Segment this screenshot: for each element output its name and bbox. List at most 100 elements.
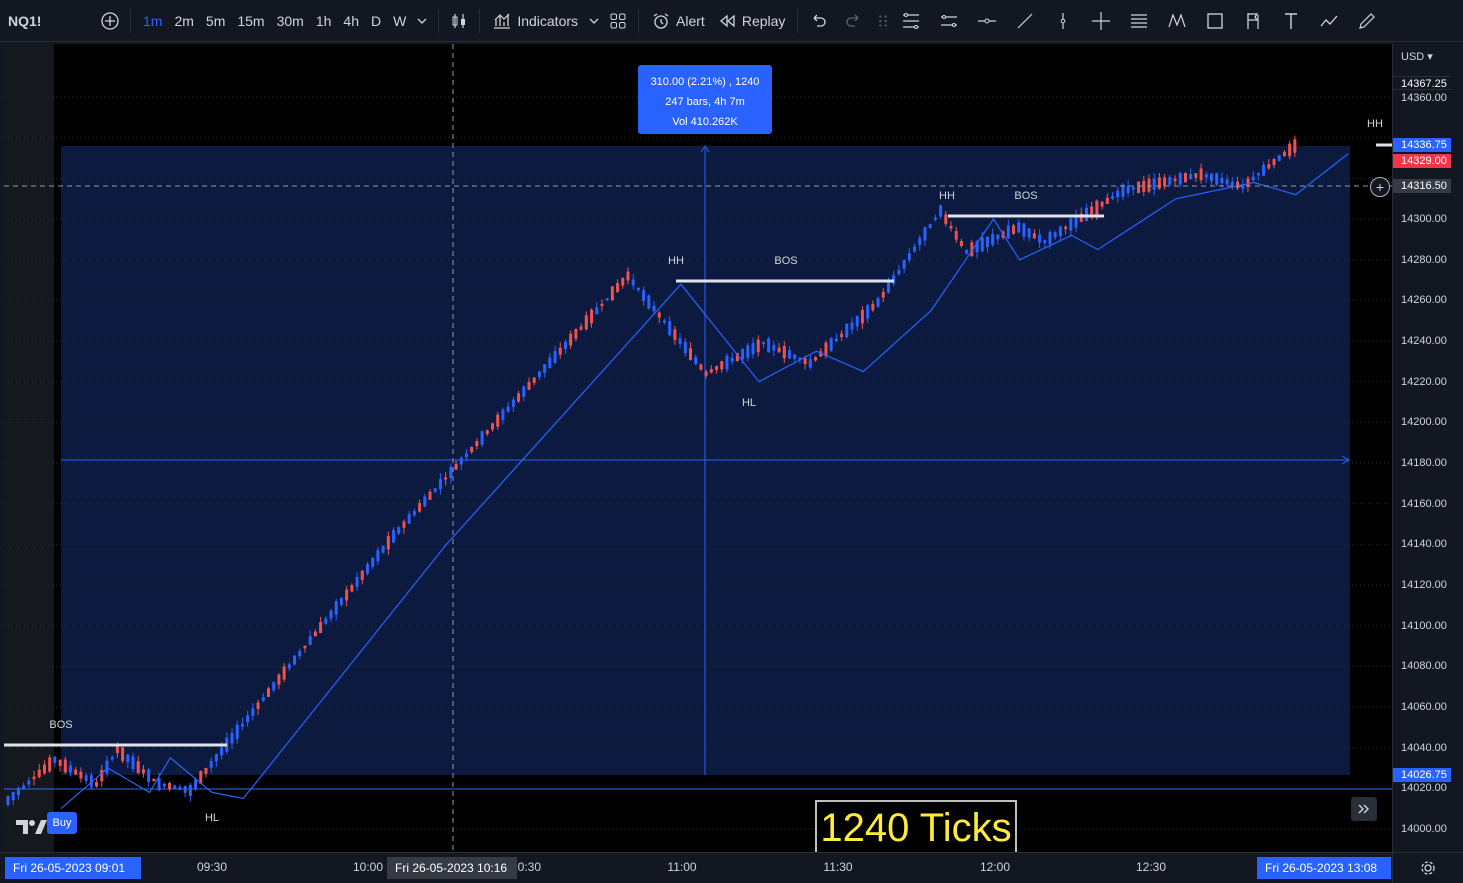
price-label: 14060.00	[1401, 701, 1447, 713]
candle-body	[933, 217, 937, 220]
candle-body	[761, 342, 765, 345]
time-label: 11:00	[667, 860, 697, 874]
undo-icon[interactable]	[804, 0, 832, 42]
candle-body	[626, 271, 630, 281]
interval-1m[interactable]: 1m	[143, 12, 163, 29]
candle-body	[537, 371, 541, 378]
chevron-down-icon[interactable]	[412, 0, 432, 42]
layouts-grid-icon[interactable]	[604, 0, 632, 42]
price-tag-top: 14367.25	[1393, 76, 1451, 90]
indicators-icon	[494, 13, 511, 29]
candle-body	[449, 467, 453, 479]
pitchfork-tool-icon[interactable]	[892, 0, 930, 42]
candle-body	[735, 353, 739, 361]
candle-body	[32, 776, 36, 780]
brush-icon[interactable]	[1348, 0, 1386, 42]
trend-line-icon[interactable]	[1006, 0, 1044, 42]
candle-body	[74, 769, 78, 775]
rewind-icon	[719, 14, 735, 27]
flag-icon[interactable]	[1234, 0, 1272, 42]
price-axis[interactable]: USD ▾ 14360.00 14300.00 14280.00 14260.0…	[1392, 44, 1463, 852]
candle-body	[725, 355, 729, 370]
path-tool-icon[interactable]	[1310, 0, 1348, 42]
price-label: 14260.00	[1401, 294, 1447, 306]
add-symbol-icon[interactable]	[96, 0, 124, 42]
candle-body	[689, 348, 693, 360]
currency-selector[interactable]: USD ▾	[1401, 51, 1433, 63]
candle-body	[788, 350, 791, 359]
rectangle-tool-icon[interactable]	[1196, 0, 1234, 42]
price-chart[interactable]	[4, 44, 1392, 852]
candle-body	[1215, 173, 1219, 185]
indicators-button[interactable]: Indicators	[486, 0, 584, 42]
candle-body	[63, 759, 67, 773]
interval-w[interactable]: W	[393, 12, 407, 29]
scroll-to-realtime-icon[interactable]	[1351, 797, 1377, 821]
cross-line-icon[interactable]	[1082, 0, 1120, 42]
candle-body	[355, 577, 359, 587]
text-tool-icon[interactable]	[1272, 0, 1310, 42]
candle-body	[402, 521, 406, 528]
price-label: 14180.00	[1401, 457, 1447, 469]
redo-icon[interactable]	[840, 0, 868, 42]
tradingview-logo-icon[interactable]	[16, 818, 48, 841]
chart-pane[interactable]: BOS HL HH BOS HL HH BOS HH	[4, 44, 1392, 852]
time-tag-start: Fri 26-05-2023 09:01	[5, 857, 141, 879]
alert-button[interactable]: Alert	[645, 0, 711, 42]
candle-body	[954, 231, 958, 240]
candle-body	[866, 305, 870, 319]
buy-button[interactable]: Buy	[47, 812, 77, 834]
candle-body	[652, 305, 656, 312]
candle-body	[1293, 139, 1297, 153]
candle-body	[334, 601, 338, 615]
interval-4h[interactable]: 4h	[343, 12, 359, 29]
horizontal-ray-icon[interactable]	[968, 0, 1006, 42]
candle-body	[1131, 187, 1135, 190]
candles-icon[interactable]	[445, 0, 473, 42]
interval-15m[interactable]: 15m	[237, 12, 265, 29]
candle-body	[267, 688, 270, 697]
candle-body	[610, 286, 614, 301]
candle-body	[287, 664, 291, 669]
candle-body	[1074, 214, 1078, 228]
interval-2m[interactable]: 2m	[174, 12, 194, 29]
candles-layer	[6, 135, 1297, 807]
price-label: 14240.00	[1401, 335, 1447, 347]
candle-body	[829, 338, 833, 352]
candle-body	[569, 333, 573, 346]
replay-button[interactable]: Replay	[711, 0, 792, 42]
parallel-lines-icon[interactable]	[1120, 0, 1158, 42]
add-alert-plus-icon[interactable]: +	[1370, 177, 1390, 197]
candle-body	[1194, 173, 1198, 178]
measure-volume: Vol 410.262K	[672, 116, 738, 128]
channel-tool-icon[interactable]	[930, 0, 968, 42]
bos-label-1: BOS	[49, 719, 73, 731]
interval-30m[interactable]: 30m	[276, 12, 304, 29]
candle-body	[751, 343, 755, 355]
candle-body	[683, 342, 687, 354]
candle-body	[365, 564, 369, 574]
candle-body	[897, 269, 901, 275]
bos-label-2: BOS	[774, 255, 798, 267]
candle-body	[527, 382, 531, 390]
candle-body	[590, 309, 594, 324]
candle-body	[464, 453, 468, 458]
drag-handle-icon[interactable]	[874, 0, 892, 42]
interval-5m[interactable]: 5m	[205, 12, 226, 29]
candle-body	[824, 342, 828, 357]
candle-body	[386, 536, 390, 550]
symbol-search[interactable]: NQ1!	[8, 12, 42, 29]
chart-settings-gear-icon[interactable]	[1392, 852, 1463, 883]
candle-body	[793, 354, 797, 359]
interval-d[interactable]: D	[370, 12, 382, 29]
candle-body	[491, 423, 495, 430]
candle-body	[11, 791, 15, 801]
candle-body	[1032, 233, 1036, 239]
candle-body	[985, 236, 989, 247]
chevron-down-icon[interactable]	[584, 0, 604, 42]
interval-1h[interactable]: 1h	[315, 12, 332, 29]
time-axis[interactable]: 09:30 10:00 10:30 11:00 11:30 12:00 12:3…	[0, 852, 1392, 883]
vertical-line-icon[interactable]	[1044, 0, 1082, 42]
candle-body	[1173, 178, 1177, 181]
pattern-tool-icon[interactable]	[1158, 0, 1196, 42]
